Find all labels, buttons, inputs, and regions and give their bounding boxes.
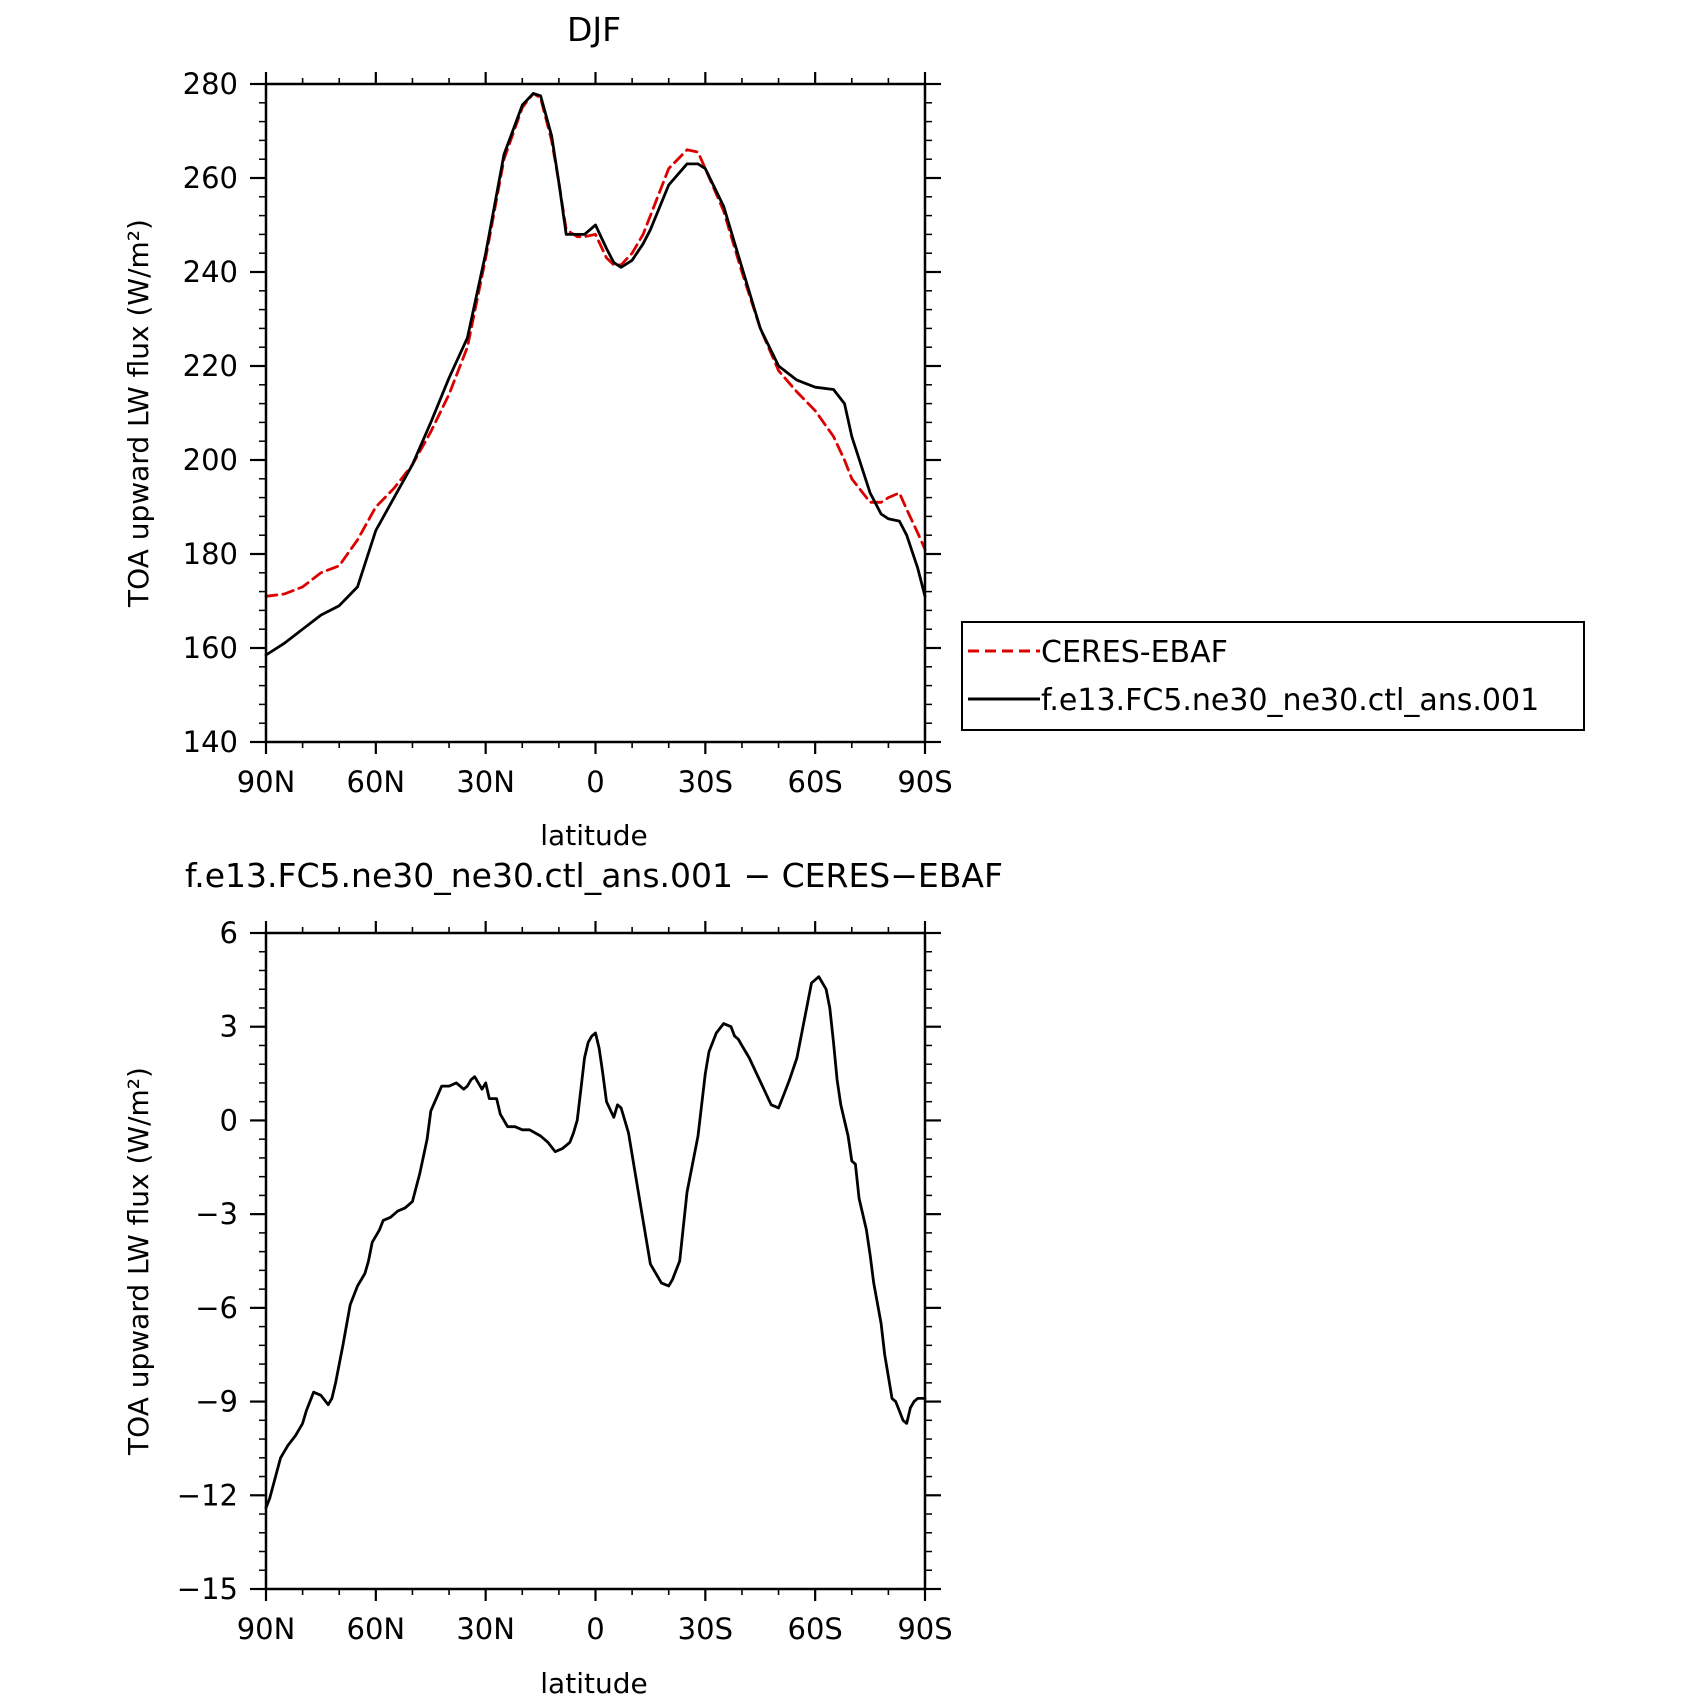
bottom-x-tick-label: 60S bbox=[788, 1612, 843, 1646]
bottom-y-tick-label: −15 bbox=[177, 1572, 238, 1606]
top-y-axis-label: TOA upward LW flux (W/m²) bbox=[122, 219, 155, 608]
top-y-tick-label: 220 bbox=[183, 349, 238, 383]
top-x-axis-label: latitude bbox=[540, 819, 647, 852]
top-y-tick-label: 140 bbox=[183, 725, 238, 759]
legend-label-model: f.e13.FC5.ne30_ne30.ctl_ans.001 bbox=[1041, 683, 1539, 718]
top-x-tick-label: 90N bbox=[237, 765, 296, 799]
bottom-x-axis-label: latitude bbox=[540, 1667, 647, 1700]
bottom-x-tick-label: 60N bbox=[347, 1612, 406, 1646]
bottom-chart-title: f.e13.FC5.ne30_ne30.ctl_ans.001 − CERES−… bbox=[185, 856, 1003, 895]
top-y-tick-label: 200 bbox=[183, 443, 238, 477]
bottom-x-tick-label: 30N bbox=[456, 1612, 515, 1646]
top-y-tick-label: 160 bbox=[183, 631, 238, 665]
top-chart-title: DJF bbox=[567, 10, 621, 49]
bottom-y-axis-label: TOA upward LW flux (W/m²) bbox=[122, 1067, 155, 1456]
legend-box bbox=[961, 621, 1585, 731]
bottom-x-tick-label: 0 bbox=[586, 1612, 604, 1646]
top-y-tick-label: 240 bbox=[183, 255, 238, 289]
bottom-series-difference-line bbox=[264, 975, 927, 1510]
top-x-tick-label: 30S bbox=[678, 765, 733, 799]
top-y-tick-label: 280 bbox=[183, 67, 238, 101]
bottom-x-tick-label: 90S bbox=[897, 1612, 952, 1646]
top-x-tick-label: 60S bbox=[788, 765, 843, 799]
bottom-y-tick-label: 3 bbox=[220, 1010, 238, 1044]
legend: CERES-EBAF f.e13.FC5.ne30_ne30.ctl_ans.0… bbox=[961, 621, 1585, 731]
bottom-y-tick-label: −6 bbox=[195, 1291, 238, 1325]
bottom-plot-frame bbox=[264, 931, 927, 1591]
top-x-tick-label: 30N bbox=[456, 765, 515, 799]
top-y-tick-label: 260 bbox=[183, 161, 238, 195]
bottom-y-tick-label: −9 bbox=[195, 1385, 238, 1419]
top-x-tick-label: 60N bbox=[347, 765, 406, 799]
bottom-x-tick-label: 30S bbox=[678, 1612, 733, 1646]
bottom-y-tick-label: −3 bbox=[195, 1197, 238, 1231]
top-series-ceres-ebaf-line bbox=[264, 92, 927, 598]
top-panel: DJF 90N 60N 30N 0 30S 60S 90S 140 160 180 200 220 24… bbox=[122, 10, 1585, 852]
bottom-y-tick-label: 0 bbox=[220, 1103, 238, 1137]
legend-label-ceres: CERES-EBAF bbox=[1041, 635, 1228, 670]
bottom-panel: f.e13.FC5.ne30_ne30.ctl_ans.001 − CERES−… bbox=[122, 856, 1003, 1700]
top-plot-frame bbox=[264, 82, 927, 744]
top-x-tick-label: 90S bbox=[897, 765, 952, 799]
top-series-f-e13-fc5-ne30-ne30-ctl-ans-001-line bbox=[264, 92, 927, 657]
bottom-x-tick-label: 90N bbox=[237, 1612, 296, 1646]
bottom-y-tick-label: −12 bbox=[177, 1478, 238, 1512]
top-x-tick-label: 0 bbox=[586, 765, 604, 799]
bottom-y-tick-label: 6 bbox=[220, 916, 238, 950]
top-y-tick-label: 180 bbox=[183, 537, 238, 571]
